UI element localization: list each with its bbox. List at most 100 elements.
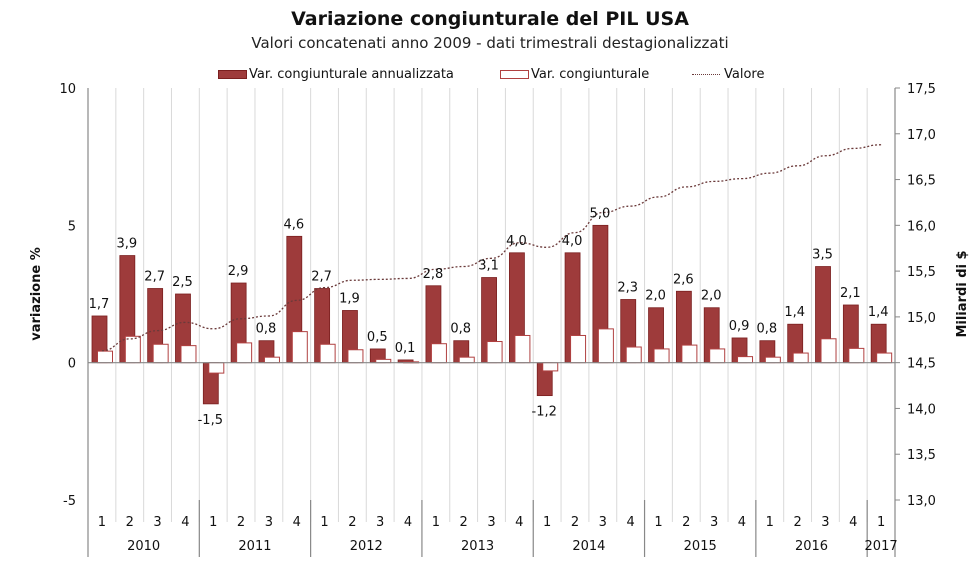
x-tick-label: 2 [348,515,356,530]
data-label: 0,8 [256,322,277,337]
x-tick-label: 3 [487,515,495,530]
data-label: 1,9 [339,291,360,306]
bar-quarterly [208,362,225,374]
y2-tick-label: 14,0 [907,402,936,417]
legend-swatch-white [500,70,529,79]
y2-tick-label: 17,5 [907,82,936,97]
x-tick-label: 1 [209,515,217,530]
data-label: 3,5 [812,248,833,263]
y2-tick-label: 17,0 [907,128,936,143]
year-label: 2013 [461,539,494,554]
bar-quarterly [263,356,280,364]
bar-quarterly [681,344,698,364]
x-tick-label: 4 [181,515,189,530]
x-tick-label: 1 [98,515,106,530]
data-label: 3,1 [478,259,499,274]
x-tick-label: 3 [599,515,607,530]
y2-tick-label: 13,5 [907,448,936,463]
legend-label-quarterly: Var. congiunturale [531,67,650,82]
data-label: 2,1 [840,286,861,301]
axes: -5051013,013,514,014,515,015,516,016,517… [59,82,936,557]
x-tick-label: 2 [571,515,579,530]
legend-item-annualized: Var. congiunturale annualizzata [218,67,454,82]
bar-quarterly [319,343,336,364]
bar-quarterly [625,346,642,364]
y-tick-label: 5 [68,219,76,234]
data-label: 1,7 [89,297,110,312]
x-tick-label: 3 [821,515,829,530]
legend-item-quarterly: Var. congiunturale [500,67,649,82]
bar-quarterly [653,348,670,364]
x-tick-label: 1 [320,515,328,530]
x-tick-label: 2 [682,515,690,530]
y2-tick-label: 15,0 [907,311,936,326]
year-label: 2016 [795,539,828,554]
x-tick-label: 1 [766,515,774,530]
bar-quarterly [792,352,809,364]
x-tick-label: 1 [543,515,551,530]
data-label: 2,7 [311,270,332,285]
x-tick-label: 3 [376,515,384,530]
data-label: 0,8 [757,322,778,337]
year-label: 2010 [127,539,160,554]
x-tick-label: 2 [126,515,134,530]
y2-tick-label: 16,5 [907,174,936,189]
year-label: 2017 [865,539,898,554]
bar-quarterly [737,356,754,364]
legend-item-value: Valore [692,67,764,82]
data-label: 0,9 [729,319,750,334]
y2-tick-label: 13,0 [907,494,936,509]
x-tick-label: 4 [626,515,634,530]
data-label: 4,0 [506,234,527,249]
x-tick-label: 1 [877,515,885,530]
bar-quarterly [180,345,197,364]
data-label: 4,0 [562,234,583,249]
x-tick-label: 4 [404,515,412,530]
chart-subtitle: Valori concatenati anno 2009 - dati trim… [251,34,729,52]
data-label: 0,5 [367,330,388,345]
x-tick-label: 2 [793,515,801,530]
data-labels: 1,7 3,9 2,7 2,5 -1,5 2,9 0,8 4,6 2,7 1,9 0,5 0,1 2,8… [89,206,889,428]
x-tick-label: 3 [265,515,273,530]
bars-annualized [91,224,887,405]
data-label: 2,6 [673,272,694,287]
data-label: 1,4 [868,305,889,320]
data-label: 0,8 [450,322,471,337]
y-tick-label: -5 [63,494,76,509]
value-line-path [101,144,882,352]
data-label: 4,6 [283,217,304,232]
x-tick-label: 4 [849,515,857,530]
data-label: -1,2 [532,405,557,420]
bar-quarterly [542,362,559,372]
bar-quarterly [486,341,503,364]
x-tick-label: 4 [515,515,523,530]
y-tick-label: 10 [59,82,76,97]
bar-quarterly [764,356,781,364]
chart-title: Variazione congiunturale del PIL USA [291,8,689,30]
data-label: -1,5 [198,413,223,428]
bar-quarterly [291,331,308,364]
gridlines [115,88,868,522]
data-label: 2,9 [228,264,249,279]
data-label: 2,5 [172,275,193,290]
legend: Var. congiunturale annualizzata Var. con… [0,67,980,87]
bar-quarterly [124,335,141,364]
y-tick-label: 0 [68,357,76,372]
bar-quarterly [97,350,113,364]
y2-tick-label: 15,5 [907,265,936,280]
x-tick-label: 2 [237,515,245,530]
y2-axis-title: Miliardi di $ [955,250,970,337]
data-label: 3,9 [116,237,137,252]
data-label: 2,8 [423,267,444,282]
data-label: 2,3 [617,280,638,295]
legend-label-value: Valore [724,67,765,82]
x-tick-label: 3 [710,515,718,530]
bar-quarterly [347,349,364,364]
x-tick-label: 4 [738,515,746,530]
bar-quarterly [848,347,865,364]
legend-swatch-dark [218,70,247,79]
y2-tick-label: 14,5 [907,357,936,372]
year-label: 2014 [572,539,605,554]
legend-label-annualized: Var. congiunturale annualizzata [249,67,454,82]
